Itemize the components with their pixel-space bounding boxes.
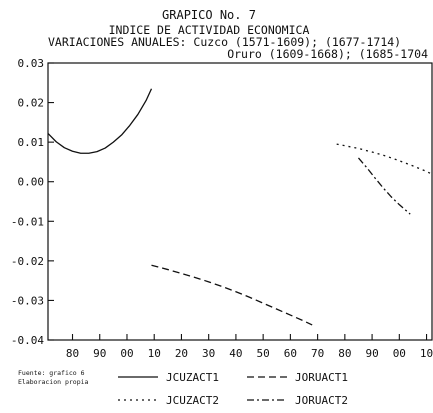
legend-label-joruact1: JORUACT1 bbox=[295, 371, 348, 384]
plot-frame bbox=[47, 62, 433, 341]
y-tick-label: -0.04 bbox=[11, 334, 44, 347]
chart-subtitle: INDICE DE ACTIVIDAD ECONOMICA bbox=[109, 23, 310, 37]
y-tick-label: 0.03 bbox=[18, 57, 45, 70]
x-tick-label: 00 bbox=[393, 347, 406, 360]
y-tick-label: -0.03 bbox=[11, 294, 44, 307]
x-tick-label: 40 bbox=[229, 347, 242, 360]
legend-label-jcuzact1: JCUZACT1 bbox=[166, 371, 219, 384]
series-line-jcuzact1 bbox=[47, 88, 153, 154]
legend: JCUZACT1 JORUACT1 JCUZACT2 JORUACT2 bbox=[118, 371, 348, 407]
legend-label-jcuzact2: JCUZACT2 bbox=[166, 394, 219, 407]
x-tick-label: 50 bbox=[257, 347, 270, 360]
y-tick-label: -0.02 bbox=[11, 255, 44, 268]
y-tick-label: 0.01 bbox=[18, 136, 45, 149]
x-tick-label: 30 bbox=[202, 347, 215, 360]
x-tick-label: 10 bbox=[148, 347, 161, 360]
y-axis: -0.04 -0.03 -0.02 -0.01 0.00 0.01 0.02 0.03 bbox=[11, 57, 54, 347]
series-line-joruact1 bbox=[151, 264, 313, 326]
plot-area bbox=[47, 88, 433, 326]
x-tick-label: 90 bbox=[365, 347, 378, 360]
x-tick-label: 80 bbox=[66, 347, 79, 360]
chart-subtitle-line-1: VARIACIONES ANUALES: Cuzco (1571-1609); … bbox=[48, 35, 401, 49]
chart-title: GRAPICO No. 7 bbox=[162, 8, 256, 22]
x-tick-label: 00 bbox=[120, 347, 133, 360]
x-tick-label: 60 bbox=[284, 347, 297, 360]
x-tick-label: 70 bbox=[311, 347, 324, 360]
y-tick-label: 0.02 bbox=[18, 97, 45, 110]
chart-subtitle-line-2: Oruro (1609-1668); (1685-1704 bbox=[227, 47, 428, 61]
x-tick-label: 80 bbox=[338, 347, 351, 360]
x-tick-label: 10 bbox=[420, 347, 433, 360]
source-note-line-2: Elaboracion propia bbox=[18, 378, 89, 386]
y-tick-label: -0.01 bbox=[11, 215, 44, 228]
source-note-line-1: Fuente: grafico 6 bbox=[18, 369, 85, 377]
y-tick-label: 0.00 bbox=[18, 176, 45, 189]
legend-label-joruact2: JORUACT2 bbox=[295, 394, 348, 407]
x-axis: 80 90 00 10 20 30 40 50 60 70 80 90 00 10 bbox=[66, 334, 433, 360]
series-line-jcuzact2 bbox=[336, 143, 433, 175]
x-tick-label: 20 bbox=[175, 347, 188, 360]
x-tick-label: 90 bbox=[93, 347, 106, 360]
series-line-joruact2 bbox=[357, 157, 411, 215]
plot-border bbox=[47, 62, 433, 341]
